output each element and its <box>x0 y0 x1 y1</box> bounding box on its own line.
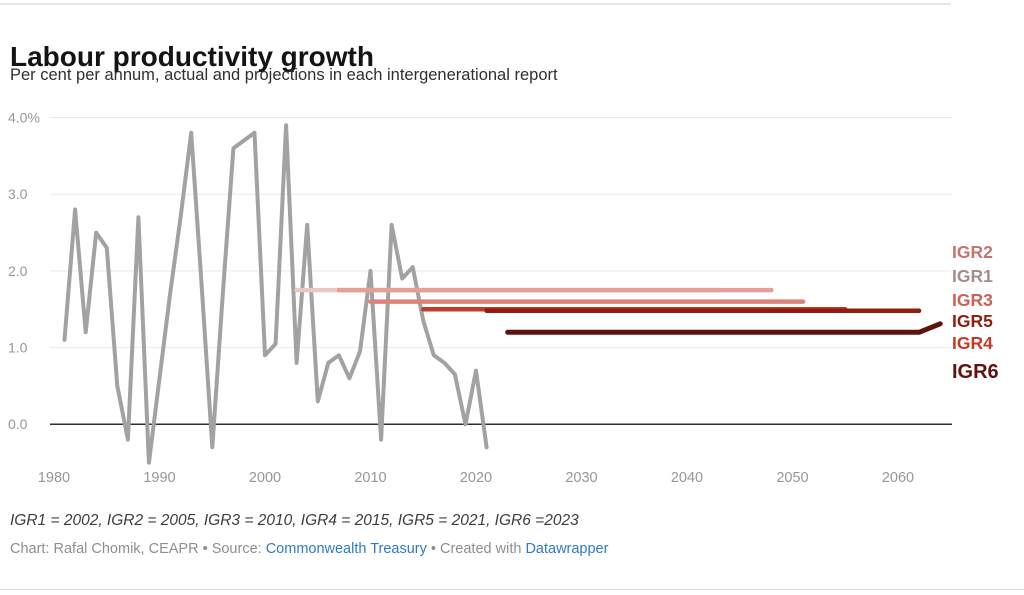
igr5-series-label: IGR5 <box>952 311 993 331</box>
chart-credit-line: Chart: Rafal Chomik, CEAPR • Source: Com… <box>10 541 608 557</box>
y-axis-tick-label: 3.0 <box>8 186 28 202</box>
igr4-series-label: IGR4 <box>952 333 993 353</box>
igr1-series-label: IGR1 <box>952 266 993 286</box>
x-axis-tick-label: 1990 <box>143 470 175 486</box>
igr6-projection-line <box>505 321 943 335</box>
bottom-divider <box>0 589 1024 590</box>
igr2-series-label: IGR2 <box>952 242 993 262</box>
x-axis-tick-label: 2050 <box>776 470 808 486</box>
tool-link[interactable]: Datawrapper <box>525 541 609 557</box>
actual-series-line <box>62 123 489 465</box>
y-axis-tick-label: 4.0% <box>8 109 40 125</box>
x-axis-tick-label: 1980 <box>38 470 70 486</box>
y-axis-tick-label: 2.0 <box>8 263 28 279</box>
x-axis-tick-label: 2020 <box>460 470 492 486</box>
top-divider <box>0 3 951 5</box>
credit-middle: • Created with <box>426 541 526 557</box>
credit-prefix: Chart: Rafal Chomik, CEAPR • Source: <box>10 541 266 557</box>
chart-subtitle: Per cent per annum, actual and projectio… <box>10 66 558 84</box>
x-axis-tick-label: 2010 <box>354 470 386 486</box>
y-axis-tick-label: 1.0 <box>8 340 28 356</box>
igr3-series-label: IGR3 <box>952 290 993 310</box>
chart-footnote: IGR1 = 2002, IGR2 = 2005, IGR3 = 2010, I… <box>10 512 579 529</box>
chart-title: Labour productivity growth <box>10 40 374 72</box>
source-link[interactable]: Commonwealth Treasury <box>265 541 427 557</box>
y-axis-tick-label: 0.0 <box>8 416 28 432</box>
x-axis-tick-label: 2030 <box>565 470 597 486</box>
igr6-series-label: IGR6 <box>952 361 999 383</box>
x-axis-tick-label: 2000 <box>249 470 281 486</box>
x-axis-tick-label: 2040 <box>671 470 703 486</box>
x-axis-tick-label: 2060 <box>882 470 914 486</box>
